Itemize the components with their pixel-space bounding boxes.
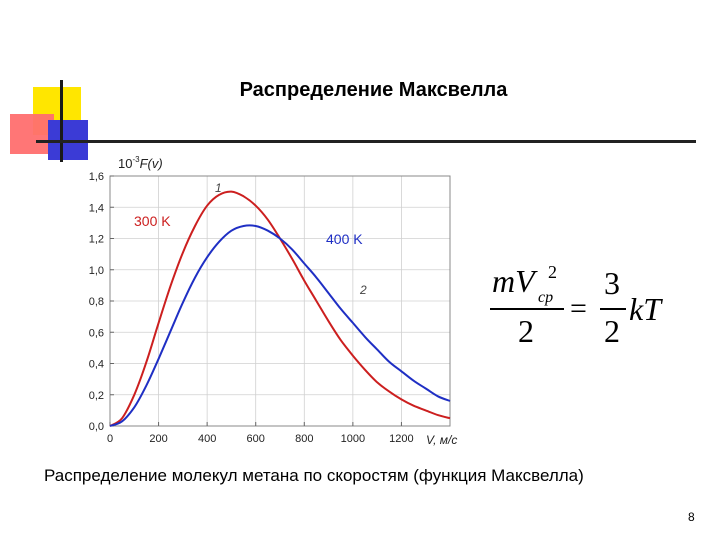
formula-rhs-kt: kT — [629, 291, 663, 327]
formula-lhs-numerator: mV — [492, 263, 538, 299]
slide-title-text: Распределение Максвелла — [239, 79, 508, 101]
formula-lhs-exponent: 2 — [548, 262, 557, 282]
x-tick-label: 400 — [198, 433, 216, 445]
annotation-400k: 400 K — [326, 231, 363, 247]
series-1-label: 1 — [215, 181, 222, 195]
x-tick-label: 600 — [247, 433, 265, 445]
title-underline — [36, 140, 696, 143]
maxwell-energy-formula: mV 2 ср 2 = 3 2 kT — [490, 262, 663, 349]
maxwell-chart: 0 200 400 600 800 1000 1200 0,0 0,2 0,4 0,6 0,8 1,0 1… — [89, 155, 458, 447]
y-tick-label: 0,4 — [89, 359, 104, 371]
formula-rhs-denominator: 2 — [604, 313, 620, 349]
formula-lhs-denominator: 2 — [518, 313, 534, 349]
formula-equals-sign: = — [570, 292, 587, 325]
x-tick-label: 1200 — [389, 433, 413, 445]
y-tick-label: 1,2 — [89, 234, 104, 246]
y-tick-label: 0,2 — [89, 390, 104, 402]
x-tick-label: 200 — [149, 433, 167, 445]
y-tick-label: 1,0 — [89, 265, 104, 277]
slide-caption: Распределение молекул метана по скоростя… — [44, 466, 584, 485]
x-axis-label: V, м/с — [426, 433, 457, 447]
y-tick-label: 1,4 — [89, 202, 104, 214]
y-axis-label: 10-3F(v) — [118, 155, 163, 171]
slide-title: Распределение Максвелла — [0, 79, 720, 102]
decor-red-square — [10, 114, 54, 154]
y-tick-label: 0,6 — [89, 327, 104, 339]
y-tick-label: 0,0 — [89, 421, 104, 433]
y-tick-label: 0,8 — [89, 296, 104, 308]
y-tick-label: 1,6 — [89, 171, 104, 183]
formula-rhs-numerator: 3 — [604, 265, 620, 301]
decor-vertical-line — [60, 80, 63, 162]
page-number: 8 — [688, 510, 695, 524]
series-2-label: 2 — [359, 283, 367, 297]
annotation-300k: 300 K — [134, 213, 171, 229]
x-tick-label: 1000 — [341, 433, 365, 445]
x-tick-label: 0 — [107, 433, 113, 445]
x-tick-label: 800 — [295, 433, 313, 445]
formula-lhs-subscript: ср — [538, 289, 553, 306]
series-2-curve — [109, 224, 451, 427]
